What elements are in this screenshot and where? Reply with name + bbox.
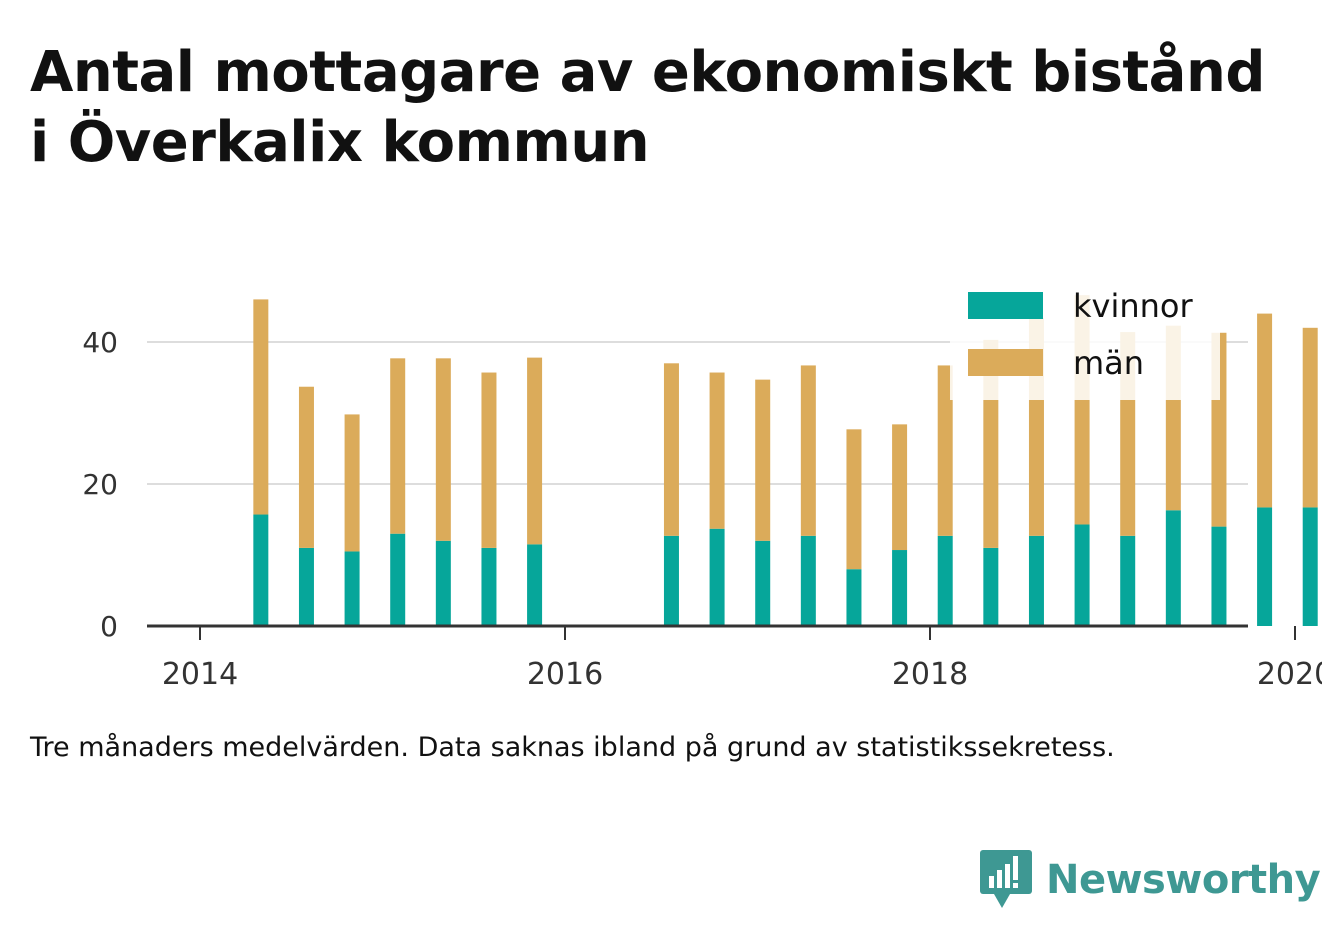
- bar-man: [253, 299, 269, 515]
- bar-man: [527, 357, 543, 545]
- bar-man: [892, 424, 908, 551]
- bar-kvinnor: [435, 540, 451, 626]
- legend-label: kvinnor: [1073, 287, 1194, 325]
- legend-swatch: [968, 349, 1043, 376]
- bar-man: [709, 372, 725, 529]
- bar-kvinnor: [344, 551, 360, 626]
- bar-man: [800, 365, 816, 536]
- bar-kvinnor: [481, 547, 497, 626]
- bar-man: [390, 358, 406, 534]
- bar-kvinnor: [663, 535, 679, 626]
- bar-man: [298, 386, 314, 548]
- legend: kvinnor män: [950, 280, 1220, 400]
- bar-man: [344, 414, 360, 552]
- bar-chart-speech-icon: [980, 850, 1032, 908]
- bar-man: [846, 429, 862, 570]
- x-tick-label: 2016: [527, 657, 603, 692]
- bar-kvinnor: [1302, 507, 1318, 626]
- bar-man: [1257, 313, 1273, 508]
- bar-man: [755, 379, 771, 541]
- bar-man: [435, 358, 451, 541]
- y-tick-label: 0: [100, 610, 118, 643]
- newsworthy-logo: Newsworthy: [980, 850, 1321, 910]
- bar-man: [481, 372, 497, 548]
- bar-kvinnor: [253, 514, 269, 626]
- bar-kvinnor: [755, 540, 771, 626]
- bar-man: [937, 365, 953, 536]
- y-tick-label: 40: [82, 326, 118, 359]
- bar-kvinnor: [892, 550, 908, 626]
- x-tick-label: 2020: [1257, 657, 1322, 692]
- bar-kvinnor: [390, 533, 406, 626]
- bar-kvinnor: [800, 535, 816, 626]
- bar-kvinnor: [1165, 510, 1181, 626]
- bar-kvinnor: [1257, 507, 1273, 626]
- bar-kvinnor: [1074, 524, 1090, 626]
- x-tick-label: 2018: [892, 657, 968, 692]
- x-tick-label: 2014: [162, 657, 238, 692]
- bar-man: [663, 363, 679, 536]
- legend-swatch: [968, 292, 1043, 319]
- bar-man: [1302, 327, 1318, 508]
- legend-label: män: [1073, 344, 1144, 382]
- bar-kvinnor: [1028, 535, 1044, 626]
- chart-title: Antal mottagare av ekonomiskt bistånd i …: [30, 40, 1265, 175]
- bar-kvinnor: [709, 528, 725, 626]
- footnote: Tre månaders medelvärden. Data saknas ib…: [30, 732, 1115, 763]
- bar-kvinnor: [1211, 526, 1227, 626]
- bar-kvinnor: [298, 547, 314, 626]
- bar-kvinnor: [937, 535, 953, 626]
- bar-kvinnor: [1120, 535, 1136, 626]
- axes: 201420162018202020222024: [147, 624, 1322, 692]
- logo-text: Newsworthy: [1046, 857, 1321, 903]
- y-tick-label: 20: [82, 468, 118, 501]
- bar-kvinnor: [846, 569, 862, 626]
- bar-kvinnor: [527, 544, 543, 626]
- bar-kvinnor: [983, 547, 999, 626]
